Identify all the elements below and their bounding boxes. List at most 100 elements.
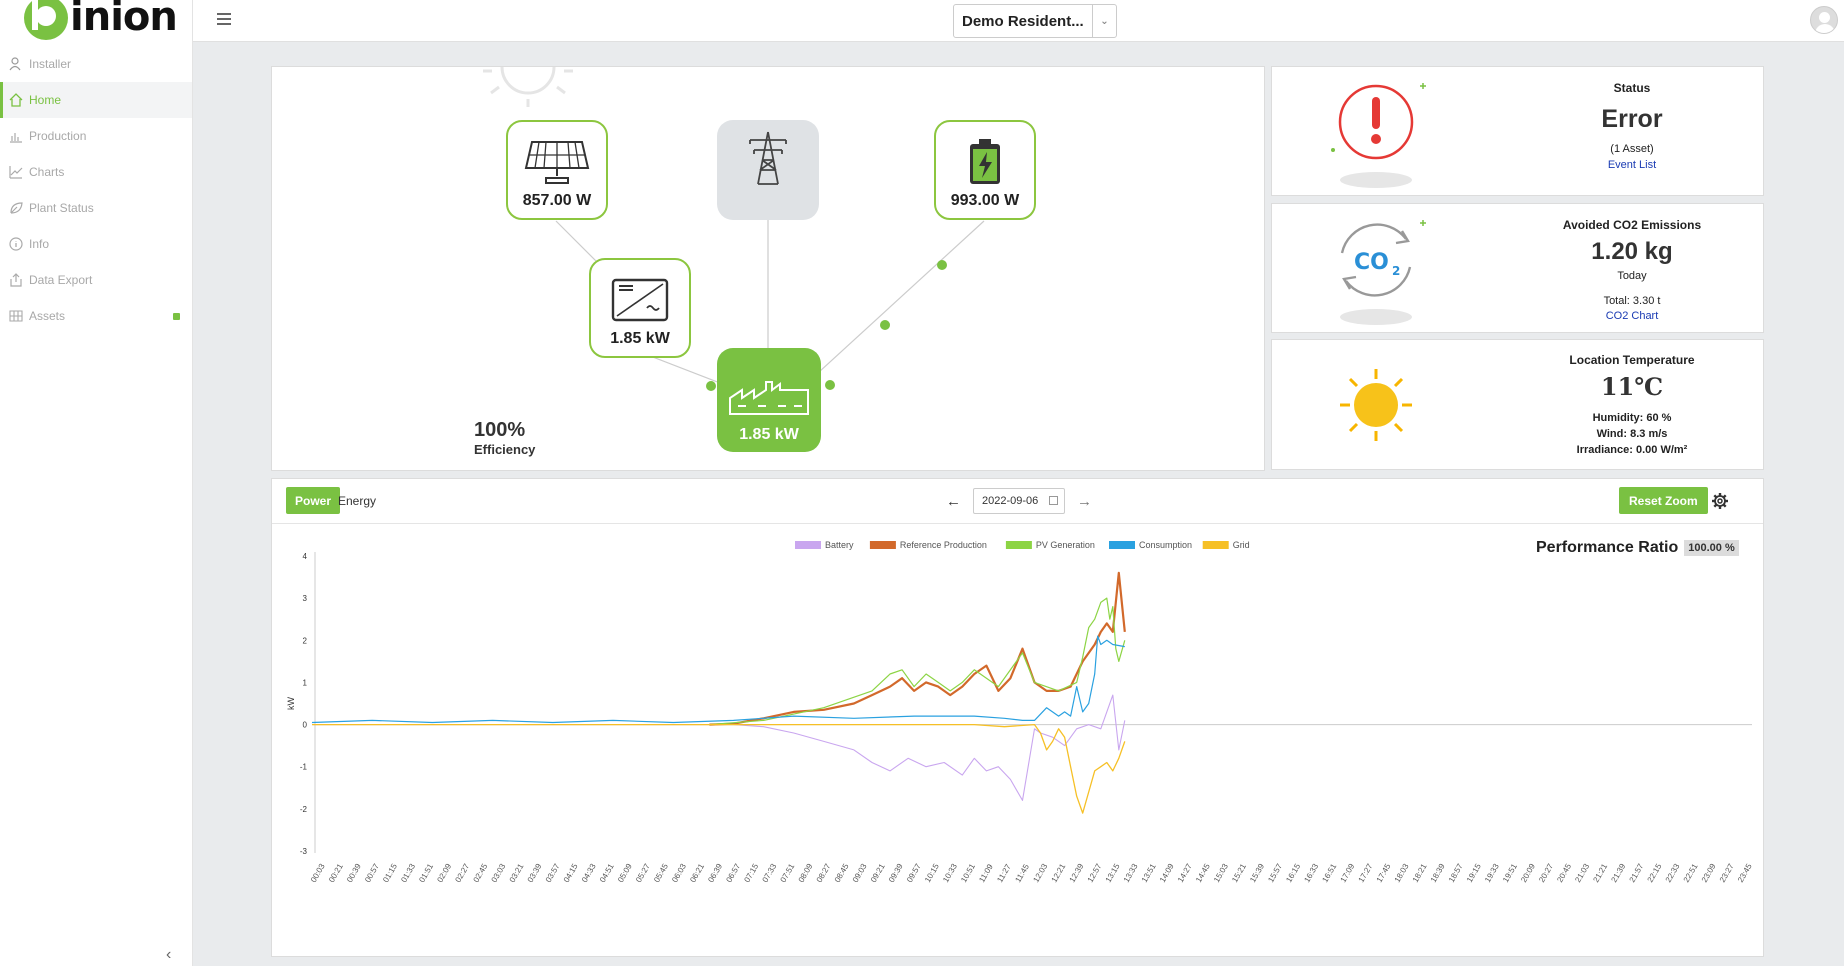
gear-icon[interactable] — [1711, 492, 1729, 510]
pv-value: 857.00 W — [522, 192, 592, 209]
avatar[interactable] — [1810, 6, 1838, 34]
arrow-right-icon[interactable]: → — [1077, 492, 1092, 510]
x-tick-label: 10:33 — [941, 862, 959, 884]
series-line — [709, 571, 1126, 726]
sidebar-item-plant-status[interactable]: Plant Status — [0, 190, 192, 226]
battery-node[interactable]: 993.00 W — [934, 120, 1036, 220]
error-alert-icon — [1331, 83, 1426, 188]
co2-period: Today — [1617, 270, 1647, 282]
leaf-icon — [10, 202, 23, 214]
x-tick-label: 16:51 — [1320, 862, 1338, 884]
menu-icon[interactable] — [217, 13, 231, 28]
wind-value: Wind: 8.3 m/s — [1596, 428, 1668, 440]
date-picker[interactable]: 2022-09-06 — [973, 488, 1065, 514]
flow-diagram — [483, 67, 985, 391]
sidebar-item-label: Info — [29, 237, 50, 251]
inverter-value: 1.85 kW — [610, 330, 670, 347]
x-tick-label: 08:45 — [833, 862, 851, 884]
y-tick-label: -2 — [300, 805, 308, 814]
sidebar-nav: Installer Home Production Charts Plant S… — [0, 46, 192, 334]
x-tick-label: 05:27 — [634, 862, 652, 884]
x-tick-label: 03:57 — [544, 862, 562, 884]
home-icon — [9, 93, 23, 107]
info-icon — [9, 237, 23, 251]
x-tick-label: 20:09 — [1519, 862, 1537, 884]
grid-node[interactable] — [717, 120, 819, 220]
sidebar-item-production[interactable]: Production — [0, 118, 192, 154]
sun-decoration-icon — [483, 67, 573, 107]
consumption-node[interactable]: 1.85 kW — [717, 348, 821, 452]
calendar-icon — [1049, 496, 1058, 505]
tab-power[interactable]: Power — [286, 487, 341, 514]
energy-flow-card: 857.00 W 993.00 W 1.85 kW 1.85 kW — [271, 66, 1265, 471]
co2-total: Total: 3.30 t — [1603, 295, 1661, 307]
inverter-node[interactable]: 1.85 kW — [589, 258, 691, 358]
x-tick-label: 08:27 — [815, 862, 833, 884]
collapse-sidebar-button[interactable]: ‹ — [166, 946, 172, 963]
y-tick-label: -1 — [300, 763, 308, 772]
x-tick-label: 12:21 — [1050, 862, 1068, 884]
svg-text:2: 2 — [1392, 264, 1400, 278]
event-list-link[interactable]: Event List — [1607, 159, 1657, 171]
line-chart-icon — [9, 166, 23, 179]
x-tick-label: 05:09 — [616, 862, 634, 884]
user-pin-icon — [9, 57, 21, 71]
sidebar-item-data-export[interactable]: Data Export — [0, 262, 192, 298]
arrow-left-icon[interactable]: ← — [946, 492, 961, 510]
status-value: Error — [1601, 105, 1663, 133]
legend-swatch — [1005, 541, 1032, 549]
series-line — [312, 694, 1126, 801]
site-selector[interactable]: Demo Resident... ⌄ — [953, 4, 1117, 38]
x-tick-label: 20:45 — [1555, 862, 1573, 884]
efficiency-value: 100% — [474, 419, 526, 441]
x-tick-label: 04:15 — [562, 862, 580, 884]
series-line — [312, 723, 1126, 814]
flow-dot — [706, 381, 716, 391]
sidebar-item-label: Installer — [29, 57, 72, 71]
legend-swatch — [1202, 541, 1229, 549]
legend-label: Grid — [1233, 540, 1250, 550]
x-tick-label: 04:51 — [598, 862, 616, 884]
sidebar-item-assets[interactable]: Assets — [0, 298, 192, 334]
x-tick-label: 14:27 — [1176, 862, 1194, 884]
sidebar-item-label: Assets — [29, 309, 66, 323]
battery-icon — [970, 139, 1000, 184]
co2-chart-link[interactable]: CO2 Chart — [1605, 310, 1659, 322]
status-title: Status — [1613, 81, 1651, 95]
sidebar-item-charts[interactable]: Charts — [0, 154, 192, 190]
x-tick-label: 03:21 — [508, 862, 526, 884]
x-tick-label: 07:15 — [742, 862, 760, 884]
sidebar-item-installer[interactable]: Installer — [0, 46, 192, 82]
co2-recycle-icon: CO 2 — [1340, 220, 1426, 325]
legend-swatch — [869, 541, 896, 549]
legend-label: Battery — [825, 540, 854, 550]
sidebar-item-info[interactable]: Info — [0, 226, 192, 262]
x-tick-label: 20:27 — [1537, 862, 1555, 884]
grid-icon — [9, 310, 23, 322]
efficiency-indicator: 100% Efficiency — [474, 419, 535, 457]
x-tick-label: 06:57 — [724, 862, 742, 884]
temperature-value: 11℃ — [1600, 372, 1664, 401]
x-tick-label: 09:21 — [869, 862, 887, 884]
x-tick-label: 13:15 — [1104, 862, 1122, 884]
x-tick-label: 17:09 — [1339, 862, 1357, 884]
efficiency-label: Efficiency — [474, 442, 536, 457]
x-tick-label: 18:39 — [1429, 862, 1447, 884]
x-tick-label: 19:33 — [1483, 862, 1501, 884]
flow-dot — [825, 380, 835, 390]
date-value: 2022-09-06 — [982, 495, 1039, 507]
x-tick-label: 16:33 — [1302, 862, 1320, 884]
sun-weather-icon — [1340, 369, 1412, 441]
x-tick-label: 02:27 — [453, 862, 471, 884]
x-tick-label: 17:27 — [1357, 862, 1375, 884]
pv-node[interactable]: 857.00 W — [506, 120, 608, 220]
x-tick-label: 00:39 — [345, 862, 363, 884]
x-tick-label: 07:51 — [779, 862, 797, 884]
brand-logo[interactable]: inion — [24, 0, 178, 42]
reset-zoom-button[interactable]: Reset Zoom — [1619, 487, 1708, 514]
sidebar-item-home[interactable]: Home — [0, 82, 192, 118]
chevron-down-icon[interactable]: ⌄ — [1092, 5, 1116, 37]
tab-energy[interactable]: Energy — [338, 493, 377, 508]
co2-card: CO 2 Avoided CO2 Emissions 1.20 kg Today… — [1271, 203, 1764, 333]
